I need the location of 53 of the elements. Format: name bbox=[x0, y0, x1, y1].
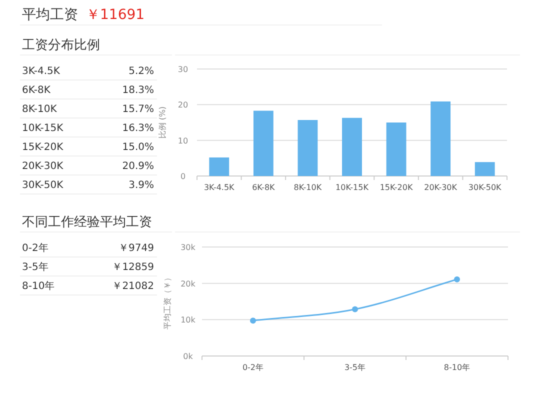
text: 16.3% bbox=[122, 123, 154, 134]
y-axis-title: 平均工资（￥） bbox=[163, 274, 172, 330]
bar bbox=[298, 120, 318, 176]
text: ￥12859 bbox=[112, 262, 154, 273]
x-tick-label: 8K-10K bbox=[294, 183, 322, 192]
bar bbox=[253, 110, 274, 176]
x-tick-label: 0-2年 bbox=[242, 363, 264, 372]
y-tick-label: 10 bbox=[178, 136, 188, 146]
text: 3K-4.5K bbox=[22, 66, 60, 77]
text: 不同工作经验平均工资 bbox=[22, 215, 152, 230]
bar bbox=[474, 162, 495, 176]
text: ￥21082 bbox=[112, 281, 154, 292]
x-tick-label: 20K-30K bbox=[424, 183, 458, 192]
text: 0-2年 bbox=[22, 242, 48, 254]
y-axis-title: 比例 (%) bbox=[158, 106, 167, 139]
x-tick-label: 10K-15K bbox=[336, 183, 370, 192]
text: 15K-20K bbox=[22, 142, 64, 153]
text: ￥9749 bbox=[118, 243, 154, 254]
point bbox=[454, 276, 460, 282]
x-tick-label: 15K-20K bbox=[380, 183, 414, 192]
text: 15.0% bbox=[122, 142, 154, 153]
text: 18.3% bbox=[122, 85, 154, 96]
text: 3-5年 bbox=[22, 261, 48, 273]
point bbox=[352, 306, 358, 312]
text: 6K-8K bbox=[22, 85, 51, 96]
text: 20.9% bbox=[122, 161, 154, 172]
text: 3.9% bbox=[128, 180, 154, 191]
y-tick-label: 0 bbox=[180, 172, 186, 181]
text: 10K-15K bbox=[22, 123, 64, 134]
text: ￥11691 bbox=[86, 7, 145, 23]
y-tick-label: 20 bbox=[178, 100, 188, 110]
y-tick-label: 30 bbox=[178, 65, 188, 74]
text: 8-10年 bbox=[22, 280, 55, 292]
point bbox=[250, 318, 256, 324]
x-tick-label: 3K-4.5K bbox=[204, 183, 236, 192]
text: 平均工资 bbox=[22, 7, 78, 23]
text: 工资分布比例 bbox=[22, 38, 100, 53]
bar bbox=[209, 157, 230, 176]
x-tick-label: 8-10年 bbox=[444, 363, 470, 372]
x-tick-label: 3-5年 bbox=[344, 363, 366, 372]
x-tick-label: 30K-50K bbox=[468, 183, 502, 192]
text: 20K-30K bbox=[22, 161, 64, 172]
x-tick-label: 6K-8K bbox=[252, 183, 276, 192]
text: 15.7% bbox=[122, 104, 154, 115]
bar bbox=[430, 101, 451, 176]
y-tick-label: 10k bbox=[180, 316, 196, 325]
y-tick-label: 0k bbox=[183, 352, 194, 361]
y-tick-label: 20k bbox=[180, 279, 196, 288]
text: 8K-10K bbox=[22, 104, 58, 115]
bar bbox=[342, 118, 362, 176]
bar bbox=[386, 122, 406, 176]
text: 5.2% bbox=[128, 66, 154, 77]
y-tick-label: 30k bbox=[180, 243, 196, 252]
